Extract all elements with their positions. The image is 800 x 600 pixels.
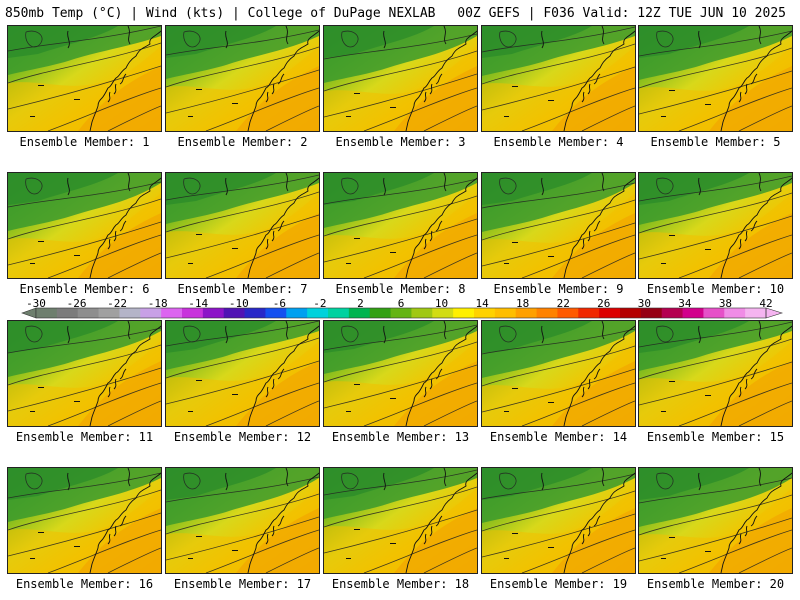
colorbar-swatch [390,308,412,318]
colorbar-swatch [36,308,58,318]
colorbar-tick-label: 14 [475,297,489,310]
colorbar-swatch [453,308,475,318]
member-temperature-map [638,25,793,132]
member-caption: Ensemble Member: 10 [646,282,785,296]
colorbar-swatch [599,308,621,318]
member-caption: Ensemble Member: 2 [177,135,308,149]
member-caption: Ensemble Member: 18 [331,577,470,591]
member-temperature-map [323,467,478,574]
member-caption: Ensemble Member: 8 [335,282,466,296]
colorbar-swatch [182,308,204,318]
colorbar-tick-label: 10 [434,297,449,310]
member-temperature-map [481,320,636,427]
member-temperature-map [165,172,320,279]
colorbar-swatch [140,308,162,318]
member-caption: Ensemble Member: 13 [331,430,470,444]
colorbar-swatch [724,308,746,318]
member-temperature-map [7,320,162,427]
member-caption: Ensemble Member: 4 [493,135,624,149]
colorbar-swatch [515,308,537,318]
member-caption: Ensemble Member: 1 [19,135,150,149]
colorbar-swatch [474,308,496,318]
colorbar-tick-label: 18 [516,297,530,310]
colorbar-swatch [432,308,454,318]
member-temperature-map [638,467,793,574]
colorbar-swatch [244,308,266,318]
colorbar-swatch [348,308,371,318]
colorbar-tick-label: 2 [357,297,364,310]
colorbar-swatch [745,308,767,318]
colorbar-tick-label: -6 [272,297,286,310]
member-temperature-map [481,467,636,574]
member-temperature-map [481,25,636,132]
colorbar-tick-label: 38 [718,297,733,310]
colorbar-swatch [578,308,600,318]
colorbar-tick-label: -18 [147,297,168,310]
colorbar-swatch [161,308,183,318]
colorbar-tick-label: -2 [313,297,327,310]
colorbar-swatch [328,308,350,318]
member-caption: Ensemble Member: 3 [335,135,466,149]
member-caption: Ensemble Member: 6 [19,282,150,296]
member-temperature-map [7,25,162,132]
member-temperature-map [481,172,636,279]
model-run-valid-time: 00Z GEFS | F036 Valid: 12Z TUE JUN 10 20… [457,6,786,21]
colorbar-tick-label: 42 [759,297,773,310]
member-temperature-map [323,172,478,279]
colorbar-swatch [119,308,141,318]
member-temperature-map [323,25,478,132]
colorbar-tick-label: 30 [637,297,651,310]
colorbar-swatch [307,308,329,318]
member-temperature-map [7,467,162,574]
member-caption: Ensemble Member: 17 [173,577,312,591]
member-caption: Ensemble Member: 9 [493,282,624,296]
member-caption: Ensemble Member: 20 [646,577,785,591]
member-temperature-map [165,25,320,132]
member-temperature-map [165,320,320,427]
colorbar-tick-label: -14 [188,297,209,310]
colorbar-swatch [494,308,517,318]
colorbar-tick-label: 34 [678,297,692,310]
colorbar-swatch [286,308,308,318]
colorbar-swatch [77,308,99,318]
colorbar-swatch [620,308,642,318]
colorbar-tick-label: -10 [228,297,249,310]
colorbar-swatch [661,308,683,318]
colorbar-tick-label: -30 [26,297,46,310]
member-caption: Ensemble Member: 15 [646,430,785,444]
colorbar-tick-label: -22 [107,297,128,310]
member-temperature-map [7,172,162,279]
member-caption: Ensemble Member: 5 [650,135,781,149]
member-caption: Ensemble Member: 7 [177,282,308,296]
colorbar-swatch [640,308,663,318]
product-title: 850mb Temp (°C) | Wind (kts) | College o… [5,6,436,21]
colorbar-swatch [56,308,79,318]
colorbar-tick-label: 22 [556,297,570,310]
member-caption: Ensemble Member: 14 [489,430,628,444]
member-caption: Ensemble Member: 16 [15,577,154,591]
colorbar-swatch [411,308,433,318]
member-caption: Ensemble Member: 12 [173,430,312,444]
colorbar-swatch [703,308,725,318]
colorbar-swatch [265,308,287,318]
member-temperature-map [638,172,793,279]
member-temperature-map [323,320,478,427]
member-caption: Ensemble Member: 11 [15,430,154,444]
colorbar-tick-label: 26 [597,297,611,310]
colorbar-swatch [202,308,225,318]
member-temperature-map [638,320,793,427]
colorbar-swatch [223,308,245,318]
colorbar-tick-label: 6 [397,297,405,310]
colorbar-swatch [536,308,558,318]
member-caption: Ensemble Member: 19 [489,577,628,591]
colorbar-swatch [557,308,579,318]
colorbar-swatch [682,308,704,318]
member-temperature-map [165,467,320,574]
colorbar-tick-label: -26 [66,297,87,310]
temperature-colorbar [21,307,784,319]
colorbar-swatch [98,308,120,318]
colorbar-swatch [369,308,391,318]
